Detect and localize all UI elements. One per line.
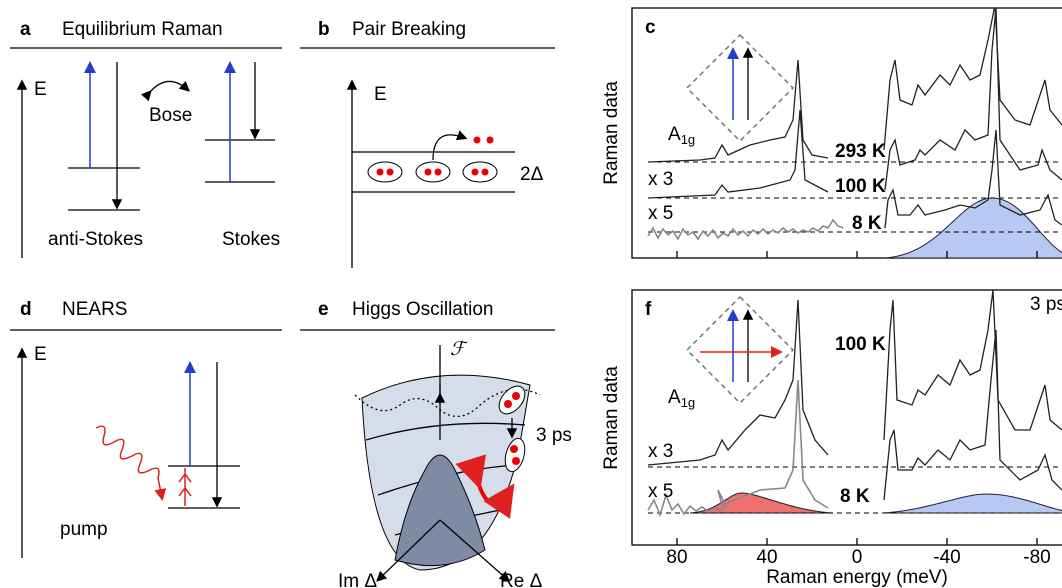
x-tick-label: 40 — [756, 547, 777, 568]
temperature-label: 8 K — [840, 486, 870, 507]
panel-f: f Raman data A1g 3 ps 100 K 8 K x 3 x 5 … — [601, 290, 1062, 588]
panel-a: a Equilibrium Raman E Bose anti-Stokes S… — [10, 19, 282, 258]
scale-label: x 3 — [648, 169, 673, 190]
scale-label: x 5 — [648, 481, 673, 502]
panel-b: b Pair Breaking E 2Δ — [300, 19, 555, 268]
bose-label: Bose — [149, 105, 192, 126]
energy-axis-label: E — [374, 84, 387, 105]
scale-label: x 5 — [648, 203, 673, 224]
anti-stokes-label: anti-Stokes — [48, 229, 143, 250]
x-tick-label: -80 — [1023, 547, 1050, 568]
symmetry-label: A1g — [668, 387, 695, 410]
panel-title: Higgs Oscillation — [352, 299, 494, 320]
gap-label: 2Δ — [520, 164, 544, 185]
energy-axis-label: E — [34, 79, 47, 100]
free-energy-label: ℱ — [450, 338, 468, 360]
im-label: Im Δ — [338, 571, 377, 588]
delay-label: 3 ps — [1030, 294, 1062, 315]
panel-letter: f — [645, 299, 652, 320]
temperature-label: 100 K — [835, 334, 886, 355]
panel-title: Equilibrium Raman — [62, 19, 223, 40]
temperature-label: 293 K — [835, 141, 886, 162]
x-axis-label: Raman energy (meV) — [766, 567, 948, 588]
panel-letter: b — [318, 19, 330, 40]
figure: a Equilibrium Raman E Bose anti-Stokes S… — [0, 0, 1062, 588]
panel-title: Pair Breaking — [352, 19, 466, 40]
delay-label: 3 ps — [536, 425, 572, 446]
symmetry-label: A1g — [668, 124, 695, 147]
x-tick-label: -40 — [933, 547, 960, 568]
panel-title: NEARS — [62, 299, 127, 320]
y-axis-label: Raman data — [601, 366, 622, 470]
x-tick-label: 0 — [852, 547, 863, 568]
temperature-label: 8 K — [852, 213, 882, 234]
stokes-label: Stokes — [222, 229, 280, 250]
panel-letter: a — [20, 19, 31, 40]
panel-e: e Higgs Oscillation ℱ 3 ps Im Δ Re Δ — [300, 299, 572, 588]
page: a Equilibrium Raman E Bose anti-Stokes S… — [0, 0, 1062, 588]
pump-label: pump — [60, 519, 108, 540]
panel-c: c Raman data A1g 293 K 100 K 8 K x 3 x 5 — [601, 5, 1062, 258]
temperature-label: 100 K — [835, 176, 886, 197]
y-axis-label: Raman data — [601, 81, 622, 185]
energy-axis-label: E — [34, 344, 47, 365]
panel-letter: c — [645, 17, 656, 38]
x-tick-label: 80 — [666, 547, 687, 568]
panel-letter: e — [318, 299, 329, 320]
panel-letter: d — [20, 299, 32, 320]
panel-d: d NEARS E pump — [10, 299, 282, 558]
x-ticks: 80 40 0 -40 -80 — [666, 538, 1050, 568]
scale-label: x 3 — [648, 441, 673, 462]
re-label: Re Δ — [500, 571, 543, 588]
